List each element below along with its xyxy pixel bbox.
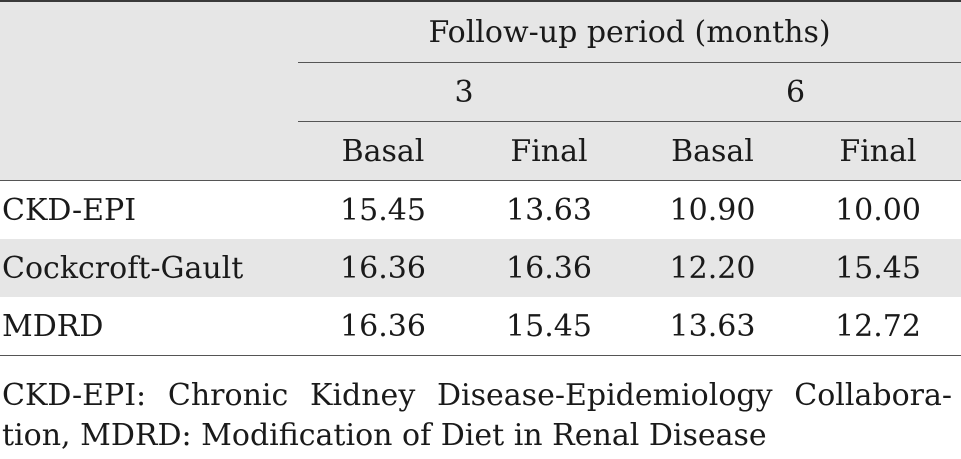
table-cell: 10.90 — [669, 192, 756, 228]
table-body: CKD-EPI 15.45 13.63 10.90 10.00 Cockcrof… — [0, 181, 961, 356]
footnote-line: CKD-EPI: Chronic Kidney Disease-Epidemio… — [2, 378, 952, 413]
period-header-6: 6 — [630, 62, 961, 122]
row-label: Cockcroft-Gault — [2, 250, 244, 286]
table-cell: 16.36 — [340, 250, 426, 286]
period-header-3: 3 — [298, 62, 630, 122]
header-row-subcolumns: Basal Final Basal Final — [0, 121, 961, 181]
header-row-group: Follow-up period (months) — [0, 0, 961, 63]
table-row: MDRD 16.36 15.45 13.63 12.72 — [0, 297, 961, 356]
table-cell: 15.45 — [835, 250, 921, 286]
subcolumn-header-final: Final — [795, 121, 961, 181]
table-row: CKD-EPI 15.45 13.63 10.90 10.00 — [0, 181, 961, 240]
subcolumn-header-basal: Basal — [630, 121, 795, 181]
table-cell: 13.63 — [630, 297, 795, 356]
row-label: MDRD — [0, 297, 298, 356]
table-row: Cockcroft-Gault 16.36 16.36 12.20 15.45 — [0, 239, 961, 297]
table-cell: 15.45 — [468, 297, 630, 356]
subcolumn-header-final: Final — [468, 121, 630, 181]
table-footnote: CKD-EPI: Chronic Kidney Disease-Epidemio… — [2, 376, 952, 456]
data-table-container: Follow-up period (months) 3 6 Basal Fina… — [0, 0, 961, 356]
footnote-line: tion, MDRD: Modification of Diet in Rena… — [2, 418, 767, 453]
row-label: CKD-EPI — [2, 192, 137, 228]
table-cell: 15.45 — [340, 192, 426, 228]
table-cell: 12.72 — [795, 297, 961, 356]
follow-up-period-header: Follow-up period (months) — [298, 0, 961, 63]
header-empty-cell — [0, 121, 298, 181]
table-cell: 12.20 — [669, 250, 756, 286]
table-cell: 10.00 — [835, 192, 921, 228]
header-row-periods: 3 6 — [0, 62, 961, 122]
subcolumn-header-basal: Basal — [298, 121, 468, 181]
header-empty-cell — [0, 0, 298, 63]
table-cell: 16.36 — [506, 250, 592, 286]
table-cell: 16.36 — [298, 297, 468, 356]
follow-up-table: Follow-up period (months) 3 6 Basal Fina… — [0, 0, 961, 356]
table-cell: 13.63 — [506, 192, 592, 228]
header-empty-cell — [0, 63, 298, 122]
table-header: Follow-up period (months) 3 6 Basal Fina… — [0, 0, 961, 181]
